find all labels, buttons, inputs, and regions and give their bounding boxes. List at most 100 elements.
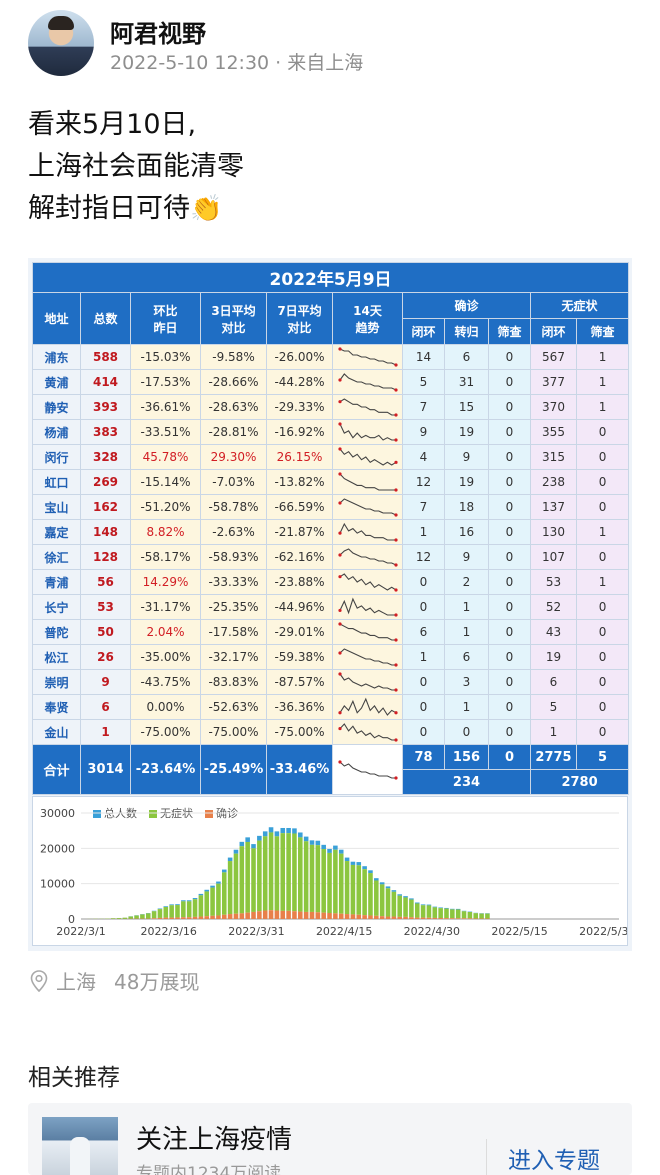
asym-closed-cell: 137 (530, 494, 577, 520)
topic-title: 关注上海疫情 (136, 1125, 293, 1155)
bar-asymptomatic (438, 908, 443, 919)
confirmed-closed-cell: 6 (402, 619, 445, 645)
bar-asymptomatic (286, 833, 291, 911)
bar-total (286, 827, 291, 834)
total-cell: 1 (80, 719, 131, 745)
header-total: 总数 (80, 292, 131, 345)
bar-confirmed (198, 916, 204, 919)
bar-total (438, 907, 443, 909)
bar-asymptomatic (251, 848, 256, 912)
author-name[interactable]: 阿君视野 (110, 20, 206, 48)
bar-confirmed (169, 917, 174, 919)
y-tick-label: 10000 (40, 878, 75, 891)
stats-image[interactable]: 2022年5月9日 地址 总数 环比 昨日 3日平均 对比 7日平均 对比 14天 趋势… (28, 258, 632, 951)
bar-confirmed (204, 916, 210, 919)
sparkline-path (339, 723, 396, 741)
total-cell: 148 (80, 519, 131, 545)
bar-confirmed (186, 917, 192, 919)
totals-label: 合计 (32, 744, 81, 795)
clapping-hands-icon: 👏 (190, 194, 223, 224)
trend-cell (332, 344, 403, 370)
totals-c2: 156 (444, 744, 489, 770)
bar-total (385, 886, 391, 889)
bar-confirmed (292, 911, 297, 919)
enter-topic-button[interactable]: 进入专题 (508, 1148, 600, 1174)
bar-confirmed (344, 914, 350, 919)
bar-total (450, 908, 455, 910)
header-dod: 环比 昨日 (130, 292, 201, 345)
d3-cell: -58.93% (200, 544, 267, 570)
bar-confirmed (461, 918, 467, 919)
d3-cell: -17.58% (200, 619, 267, 645)
bar-asymptomatic (169, 905, 174, 918)
trend-cell (332, 594, 403, 620)
bar-confirmed (245, 912, 250, 919)
bar-asymptomatic (204, 891, 210, 917)
total-cell: 383 (80, 419, 131, 445)
sparkline-endpoint (393, 513, 398, 517)
bar-asymptomatic (303, 841, 309, 912)
bar-total (262, 831, 268, 837)
d3-cell: 29.30% (200, 444, 267, 470)
avatar[interactable] (28, 10, 94, 76)
divider (486, 1139, 487, 1175)
sparkline-endpoint (393, 613, 398, 617)
trend-cell (332, 444, 403, 470)
table-row: 静安 393 -36.61% -28.63% -29.33% 7 15 0 370 1 (32, 394, 630, 420)
legend-swatch (149, 810, 157, 818)
bar-total (455, 908, 461, 910)
bar-total (198, 893, 204, 896)
sparkline-endpoint (337, 622, 342, 626)
table-row: 宝山 162 -51.20% -58.78% -66.59% 7 18 0 137 0 (32, 494, 630, 520)
bar-total (403, 896, 408, 898)
post-line: 上海社会面能清零 (28, 151, 244, 182)
sparkline-endpoint (393, 488, 398, 492)
table-row: 闵行 328 45.78% 29.30% 26.15% 4 9 0 315 0 (32, 444, 630, 470)
asym-screening-cell: 1 (575, 344, 630, 370)
total-cell: 50 (80, 619, 131, 645)
confirmed-converted-cell: 16 (444, 519, 489, 545)
bar-asymptomatic (151, 911, 157, 919)
bar-asymptomatic (344, 861, 350, 915)
bar-total (169, 904, 174, 906)
sparkline-endpoint (393, 688, 398, 692)
confirmed-sum: 234 (402, 769, 531, 795)
district-cell: 普陀 (32, 619, 81, 645)
d3-cell: -83.83% (200, 669, 267, 695)
bar-confirmed (274, 910, 280, 919)
confirmed-screening-cell: 0 (488, 619, 531, 645)
confirmed-converted-cell: 1 (444, 619, 489, 645)
confirmed-closed-cell: 12 (402, 469, 445, 495)
asym-closed-cell: 53 (530, 569, 577, 595)
sparkline-endpoint (337, 608, 342, 613)
dod-cell: 14.29% (130, 569, 201, 595)
d7-cell: -16.92% (266, 419, 333, 445)
location-name[interactable]: 上海 (56, 970, 96, 994)
district-cell: 长宁 (32, 594, 81, 620)
sparkline-path (339, 573, 396, 591)
trend-sparkline (337, 398, 398, 417)
topic-card[interactable]: 关注上海疫情 专题内1234万阅读 进入专题 (28, 1103, 632, 1175)
bar-asymptomatic (157, 909, 163, 918)
bar-asymptomatic (368, 873, 373, 916)
total-cell: 56 (80, 569, 131, 595)
d3-cell: -52.63% (200, 694, 267, 720)
confirmed-screening-cell: 0 (488, 644, 531, 670)
bar-asymptomatic (374, 880, 379, 916)
d7-cell: -23.88% (266, 569, 333, 595)
asym-screening-cell: 0 (575, 544, 630, 570)
bar-confirmed (397, 916, 402, 919)
bar-total (298, 832, 303, 838)
trend-cell (332, 644, 403, 670)
bar-confirmed (391, 916, 397, 919)
district-cell: 奉贤 (32, 694, 81, 720)
bar-confirmed (233, 913, 239, 919)
bar-asymptomatic (198, 895, 204, 917)
sparkline-path (339, 761, 396, 779)
trend-sparkline (337, 472, 398, 492)
bar-asymptomatic (116, 918, 122, 919)
bar-confirmed (385, 916, 391, 919)
trend-sparkline (337, 723, 398, 742)
x-tick-label: 2022/3/1 (56, 925, 105, 938)
asym-screening-cell: 0 (575, 594, 630, 620)
